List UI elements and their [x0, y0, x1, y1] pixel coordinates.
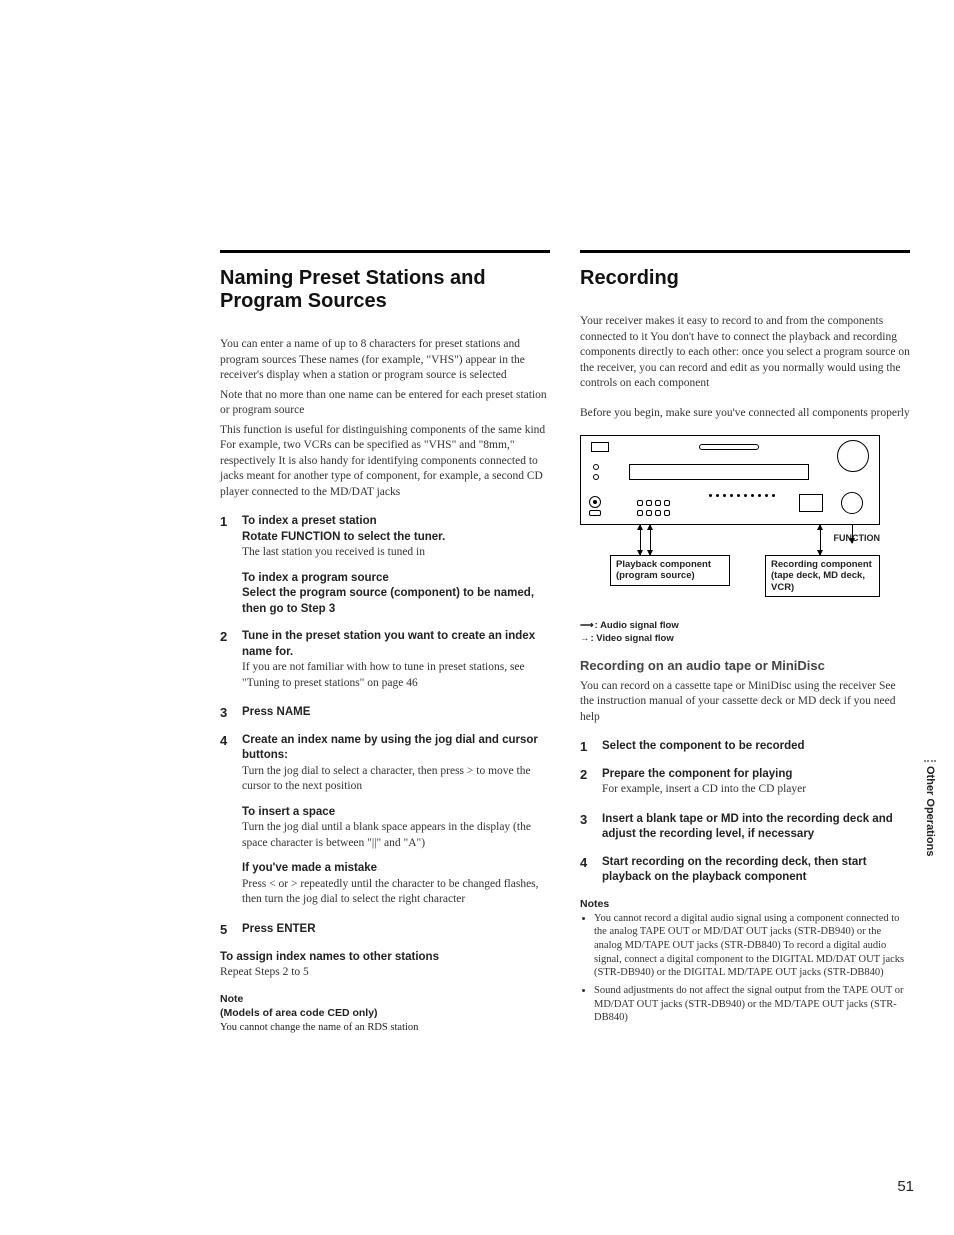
step-text: For example, insert a CD into the CD pla… — [602, 782, 910, 798]
step-number: 1 — [220, 514, 234, 617]
right-column: Recording Your receiver makes it easy to… — [580, 250, 910, 1034]
receiver-diagram: FUNCTION Playback component (program sou… — [580, 435, 880, 646]
side-tab: Other Operations — [924, 760, 936, 856]
intro-para: Note that no more than one name can be e… — [220, 388, 550, 419]
audio-flow-label: : Audio signal flow — [595, 620, 679, 631]
step-4: 4 Create an index name by using the jog … — [220, 733, 550, 910]
r-step-1: 1 Select the component to be recorded — [580, 739, 910, 755]
section-rule — [580, 250, 910, 253]
intro-para: Before you begin, make sure you've conne… — [580, 406, 910, 422]
r-step-2: 2 Prepare the component for playing For … — [580, 767, 910, 800]
step-subhead: Start recording on the recording deck, t… — [602, 855, 910, 886]
note-item: You cannot record a digital audio signal… — [594, 912, 910, 980]
step-subhead: To index a program source — [242, 571, 550, 587]
step-number: 2 — [220, 629, 234, 693]
step-number: 3 — [580, 812, 594, 843]
step-number: 5 — [220, 922, 234, 938]
step-5: 5 Press ENTER — [220, 922, 550, 938]
r-step-4: 4 Start recording on the recording deck,… — [580, 855, 910, 886]
playback-box: Playback component (program source) — [610, 555, 730, 586]
intro-para: Your receiver makes it easy to record to… — [580, 314, 910, 392]
step-subhead: To index a preset station — [242, 514, 550, 530]
r-step-3: 3 Insert a blank tape or MD into the rec… — [580, 812, 910, 843]
step-2: 2 Tune in the preset station you want to… — [220, 629, 550, 693]
intro-para: This function is useful for distinguishi… — [220, 423, 550, 501]
notes-heading: Notes — [580, 898, 910, 910]
step-number: 3 — [220, 705, 234, 721]
function-label: FUNCTION — [834, 533, 881, 543]
assign-text: Repeat Steps 2 to 5 — [220, 965, 550, 981]
right-heading: Recording — [580, 267, 910, 290]
step-text: If you are not familiar with how to tune… — [242, 660, 550, 691]
step-subhead: Tune in the preset station you want to c… — [242, 629, 550, 660]
step-number: 4 — [220, 733, 234, 910]
notes-list: You cannot record a digital audio signal… — [594, 912, 910, 1025]
diagram-leads: FUNCTION Playback component (program sou… — [580, 525, 880, 575]
intro-para: You can enter a name of up to 8 characte… — [220, 337, 550, 384]
step-1: 1 To index a preset station Rotate FUNCT… — [220, 514, 550, 617]
right-intro: Before you begin, make sure you've conne… — [580, 406, 910, 422]
step-number: 1 — [580, 739, 594, 755]
assign-block: To assign index names to other stations … — [220, 950, 550, 981]
note-block: Note (Models of area code CED only) You … — [220, 993, 550, 1035]
step-subhead: To insert a space — [242, 805, 550, 821]
step-subhead: Press NAME — [242, 705, 550, 721]
receiver-illustration — [580, 435, 880, 525]
right-intro: Your receiver makes it easy to record to… — [580, 314, 910, 392]
step-subhead: Press ENTER — [242, 922, 550, 938]
video-flow-label: : Video signal flow — [591, 633, 674, 644]
left-heading: Naming Preset Stations and Program Sourc… — [220, 267, 550, 313]
step-subhead: If you've made a mistake — [242, 861, 550, 877]
step-text: The last station you received is tuned i… — [242, 545, 550, 561]
sub-intro: You can record on a cassette tape or Min… — [580, 679, 910, 726]
step-subhead: Select the program source (component) to… — [242, 586, 550, 617]
step-text: Press < or > repeatedly until the charac… — [242, 877, 550, 908]
note-subheading: (Models of area code CED only) — [220, 1007, 550, 1019]
section-rule — [220, 250, 550, 253]
step-subhead: Insert a blank tape or MD into the recor… — [602, 812, 910, 843]
page-number: 51 — [897, 1178, 914, 1195]
step-3: 3 Press NAME — [220, 705, 550, 721]
recording-subheading: Recording on an audio tape or MiniDisc — [580, 658, 910, 673]
note-item: Sound adjustments do not affect the sign… — [594, 984, 910, 1025]
step-text: Turn the jog dial until a blank space ap… — [242, 820, 550, 851]
flow-key: ⟶: Audio signal flow →: Video signal flo… — [580, 619, 880, 646]
step-number: 2 — [580, 767, 594, 800]
note-text: You cannot change the name of an RDS sta… — [220, 1021, 550, 1035]
step-subhead: Select the component to be recorded — [602, 739, 910, 755]
step-number: 4 — [580, 855, 594, 886]
page-content: Naming Preset Stations and Program Sourc… — [220, 250, 910, 1034]
left-intro: You can enter a name of up to 8 characte… — [220, 337, 550, 500]
step-subhead: Create an index name by using the jog di… — [242, 733, 550, 764]
step-subhead: Prepare the component for playing — [602, 767, 910, 783]
assign-heading: To assign index names to other stations — [220, 950, 550, 966]
step-subhead: Rotate FUNCTION to select the tuner. — [242, 530, 550, 546]
recording-box: Recording component (tape deck, MD deck,… — [765, 555, 880, 597]
note-heading: Note — [220, 993, 550, 1005]
step-text: Turn the jog dial to select a character,… — [242, 764, 550, 795]
left-column: Naming Preset Stations and Program Sourc… — [220, 250, 550, 1034]
